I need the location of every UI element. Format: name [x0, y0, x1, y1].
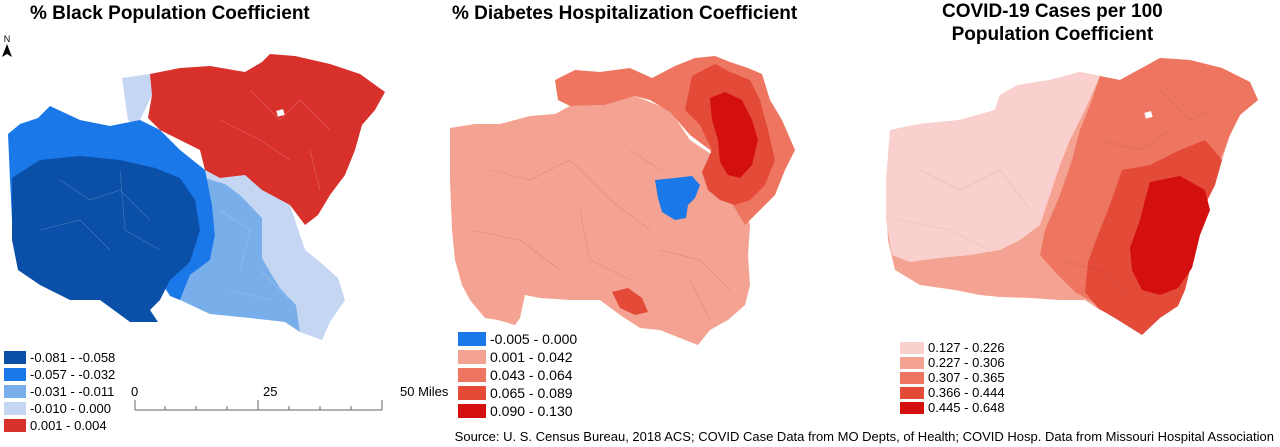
legend-label: 0.065 - 0.089	[490, 385, 573, 401]
black-population-map	[8, 54, 385, 340]
legend-label: 0.127 - 0.226	[928, 340, 1005, 355]
legend-row: 0.001 - 0.042	[458, 348, 577, 366]
legend-row: 0.001 - 0.004	[4, 417, 115, 434]
region-light-west	[122, 74, 345, 340]
legend-label: -0.031 - -0.011	[30, 384, 115, 399]
legend-row: 0.043 - 0.064	[458, 366, 577, 384]
legend-swatch	[900, 386, 924, 399]
legend-swatch	[4, 402, 26, 415]
legend-swatch	[458, 404, 486, 418]
source-note: Source: U. S. Census Bureau, 2018 ACS; C…	[454, 429, 1274, 444]
panel-title-line1: COVID-19 Cases per 100	[942, 1, 1163, 22]
legend-label: -0.057 - -0.032	[30, 367, 116, 382]
north-arrow: N	[1, 34, 13, 60]
legend-row: 0.445 - 0.648	[900, 400, 1005, 415]
region-lightest	[886, 72, 1100, 262]
legend-label: 0.001 - 0.042	[490, 349, 573, 365]
legend-row: 0.127 - 0.226	[900, 340, 1005, 355]
legend-label: -0.010 - 0.000	[30, 401, 111, 416]
legend-swatch	[4, 419, 26, 432]
region-red	[148, 54, 385, 225]
legend-label: 0.043 - 0.064	[490, 367, 573, 383]
panel-title: % Black Population Coefficient	[30, 3, 310, 24]
scale-label-mid: 25	[263, 384, 278, 399]
legend-label: -0.081 - -0.058	[30, 350, 116, 365]
scale-bar: 0 25 50 Miles	[128, 384, 448, 414]
region-base	[450, 96, 750, 345]
scale-label-end: 50 Miles	[400, 384, 449, 399]
legend-swatch	[458, 368, 486, 382]
legend-row: 0.366 - 0.444	[900, 385, 1005, 400]
north-arrow-icon	[2, 44, 12, 57]
region-deepest-red	[710, 92, 758, 178]
legend-swatch	[458, 350, 486, 364]
legend-swatch	[458, 332, 486, 346]
north-label: N	[3, 34, 11, 44]
legend-swatch	[4, 351, 26, 364]
legend-row: 0.227 - 0.306	[900, 355, 1005, 370]
legend-swatch	[900, 341, 924, 354]
legend-swatch	[900, 371, 924, 384]
legend-label: 0.366 - 0.444	[928, 385, 1005, 400]
legend-row: -0.005 - 0.000	[458, 330, 577, 348]
legend-label: 0.090 - 0.130	[490, 403, 573, 419]
diabetes-panel: % Diabetes Hospitalization Coefficient -…	[430, 0, 860, 447]
covid-cases-legend: 0.127 - 0.226 0.227 - 0.306 0.307 - 0.36…	[900, 340, 1005, 415]
legend-row: -0.010 - 0.000	[4, 400, 115, 417]
legend-swatch	[458, 386, 486, 400]
legend-label: 0.001 - 0.004	[30, 418, 107, 433]
legend-label: 0.445 - 0.648	[928, 400, 1005, 415]
region-dark-blue	[12, 156, 200, 322]
panel-title-line2: Population Coefficient	[951, 24, 1154, 45]
legend-swatch	[900, 356, 924, 369]
legend-swatch	[900, 401, 924, 414]
legend-row: -0.057 - -0.032	[4, 366, 115, 383]
legend-label: 0.307 - 0.365	[928, 370, 1005, 385]
legend-swatch	[4, 368, 26, 381]
region-deepest-red	[1130, 176, 1210, 295]
panel-title: COVID-19 Cases per 100 Population Coeffi…	[942, 0, 1163, 46]
legend-swatch	[4, 385, 26, 398]
scale-label-start: 0	[131, 384, 139, 399]
region-sw-patch	[612, 288, 648, 315]
scale-bar-ticks	[134, 400, 383, 411]
legend-row: -0.031 - -0.011	[4, 383, 115, 400]
black-population-panel: % Black Population Coefficient -0.081 - …	[0, 0, 448, 447]
panel-title: % Diabetes Hospitalization Coefficient	[452, 3, 798, 24]
legend-row: 0.307 - 0.365	[900, 370, 1005, 385]
region-mid-blue	[180, 178, 300, 332]
diabetes-map	[450, 56, 795, 345]
black-population-legend: -0.081 - -0.058 -0.057 - -0.032 -0.031 -…	[4, 349, 115, 434]
covid-cases-panel: COVID-19 Cases per 100 Population Coeffi…	[860, 0, 1280, 447]
legend-row: 0.090 - 0.130	[458, 402, 577, 420]
legend-label: 0.227 - 0.306	[928, 355, 1005, 370]
region-blue	[655, 176, 700, 220]
legend-row: 0.065 - 0.089	[458, 384, 577, 402]
legend-label: -0.005 - 0.000	[490, 331, 578, 347]
legend-row: -0.081 - -0.058	[4, 349, 115, 366]
diabetes-legend: -0.005 - 0.000 0.001 - 0.042 0.043 - 0.0…	[458, 330, 577, 420]
covid-cases-map	[886, 58, 1258, 335]
